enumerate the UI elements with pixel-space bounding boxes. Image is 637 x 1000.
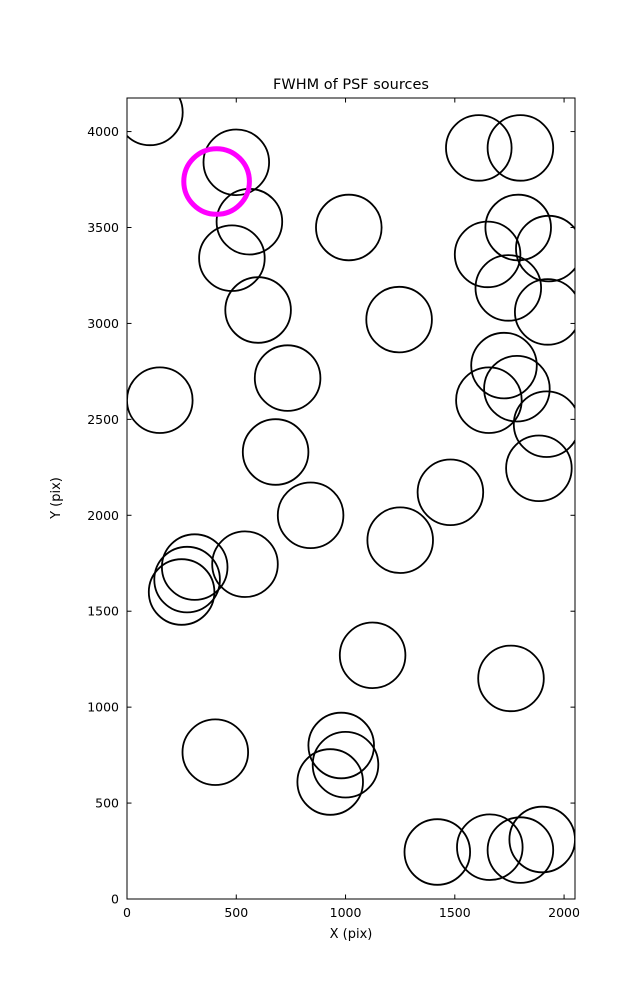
psf-source-circle [445,114,513,182]
psf-source-circle [456,813,524,881]
plot-area-border [126,97,576,900]
y-tick-label: 0 [111,892,119,907]
psf-source-circle [153,545,221,614]
psf-source-circle [181,718,249,786]
psf-source-circle [311,731,380,799]
psf-source-circle [514,278,575,346]
psf-source-circle [127,98,184,147]
psf-source-circle [198,224,266,292]
psf-source-circle [474,254,542,322]
psf-source-circle [160,533,229,601]
psf-source-circle [241,418,310,486]
psf-source-circle [453,220,522,289]
axis-ticks-group [126,98,575,900]
y-tick-label: 1500 [87,604,119,619]
psf-source-circle [505,434,573,502]
chart-title: FWHM of PSF sources [273,77,429,93]
psf-source-circle [276,481,345,549]
psf-source-circle [211,530,279,598]
y-tick-label: 3000 [87,316,119,331]
x-tick-label: 0 [123,905,131,920]
psf-source-circle [515,214,575,283]
psf-source-circle [512,390,575,458]
psf-source-circle [224,276,292,344]
x-tick-label: 1500 [439,905,471,920]
y-axis-label: Y (pix) [49,477,64,520]
y-tick-label: 3500 [87,220,119,235]
psf-source-circle [477,644,545,713]
x-tick-label: 2000 [548,905,580,920]
x-axis-label: X (pix) [330,927,373,942]
y-tick-label: 4000 [87,124,119,139]
psf-source-circle [365,285,433,354]
psf-source-circle [455,366,523,434]
psf-source-circle [483,355,551,423]
tick-labels-group: 0 500 1000 1500 2000 0 500 1000 1500 2000 2500 3000… [87,124,580,920]
psf-source-circle [484,193,552,262]
psf-source-circle [307,711,375,780]
psf-sources-group [127,98,575,886]
psf-source-circle [215,187,284,256]
psf-source-circle [127,366,194,434]
psf-source-circle [470,331,538,400]
psf-source-circle [366,506,434,574]
x-tick-label: 1000 [330,905,362,920]
y-tick-label: 500 [95,796,119,811]
psf-source-circle [296,748,364,816]
psf-source-circle [508,805,575,874]
psf-source-circle [403,818,471,886]
psf-source-circle [315,193,383,262]
psf-source-circle [338,621,407,689]
y-tick-label: 2000 [87,508,119,523]
highlighted-psf-source-circle [181,146,252,217]
y-tick-label: 1000 [87,700,119,715]
psf-source-circle [253,344,322,412]
psf-source-circle [486,114,555,182]
x-tick-label: 500 [224,905,248,920]
y-tick-label: 2500 [87,412,119,427]
psf-source-circle [416,458,485,526]
psf-source-circle [147,558,216,626]
psf-source-circle [202,128,270,196]
psf-source-circle [486,816,555,884]
